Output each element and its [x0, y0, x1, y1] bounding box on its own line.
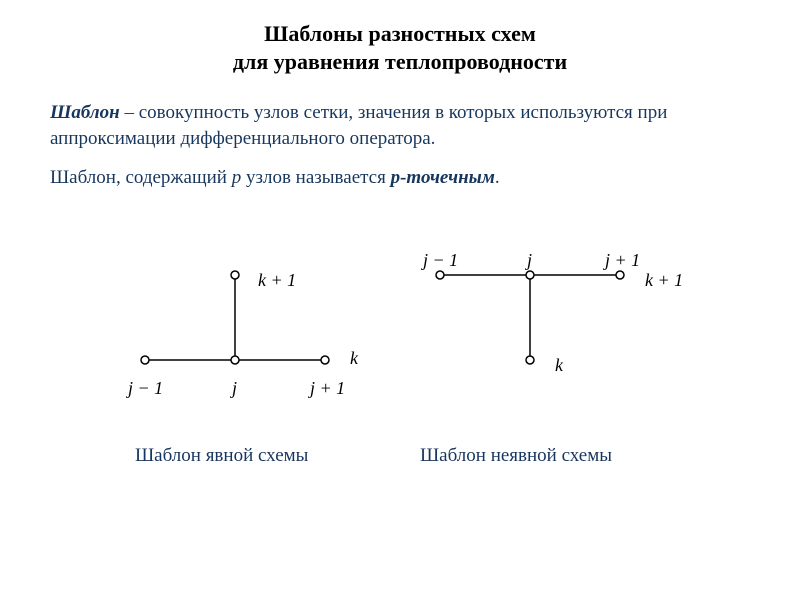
- stencil-diagrams: [0, 220, 800, 480]
- para2-prefix: Шаблон, содержащий: [50, 167, 232, 188]
- page-title: Шаблоны разностных схем для уравнения те…: [0, 20, 800, 75]
- caption-implicit: Шаблон неявной схемы: [420, 445, 612, 467]
- term-shablon: Шаблон: [50, 102, 120, 123]
- implicit-node-label-0: j − 1: [423, 250, 458, 271]
- para2-mid: узлов называется: [241, 167, 390, 188]
- diagram-area: j − 1jj + 1k + 1kj − 1jj + 1kk + 1: [0, 220, 800, 480]
- paragraph-1: Шаблон – совокупность узлов сетки, значе…: [50, 100, 750, 151]
- para2-suffix: .: [495, 167, 500, 188]
- explicit-node-label-0: j − 1: [128, 378, 163, 399]
- para2-p: p: [232, 167, 242, 188]
- explicit-node-label-3: k + 1: [258, 270, 296, 291]
- caption-explicit: Шаблон явной схемы: [135, 445, 308, 467]
- explicit-node-label-1: j: [232, 378, 237, 399]
- title-line2: для уравнения теплопроводности: [233, 49, 567, 74]
- implicit-node-label-2: j + 1: [605, 250, 640, 271]
- para1-rest: – совокупность узлов сетки, значения в к…: [50, 102, 667, 149]
- implicit-node-label-1: j: [527, 250, 532, 271]
- para2-emph: p-точечным: [391, 167, 495, 188]
- title-line1: Шаблоны разностных схем: [264, 21, 536, 46]
- paragraph-2: Шаблон, содержащий p узлов называется p-…: [50, 165, 750, 191]
- explicit-k-label: k: [350, 348, 358, 369]
- explicit-node-label-2: j + 1: [310, 378, 345, 399]
- implicit-k1-label: k + 1: [645, 270, 683, 291]
- implicit-node-label-3: k: [555, 355, 563, 376]
